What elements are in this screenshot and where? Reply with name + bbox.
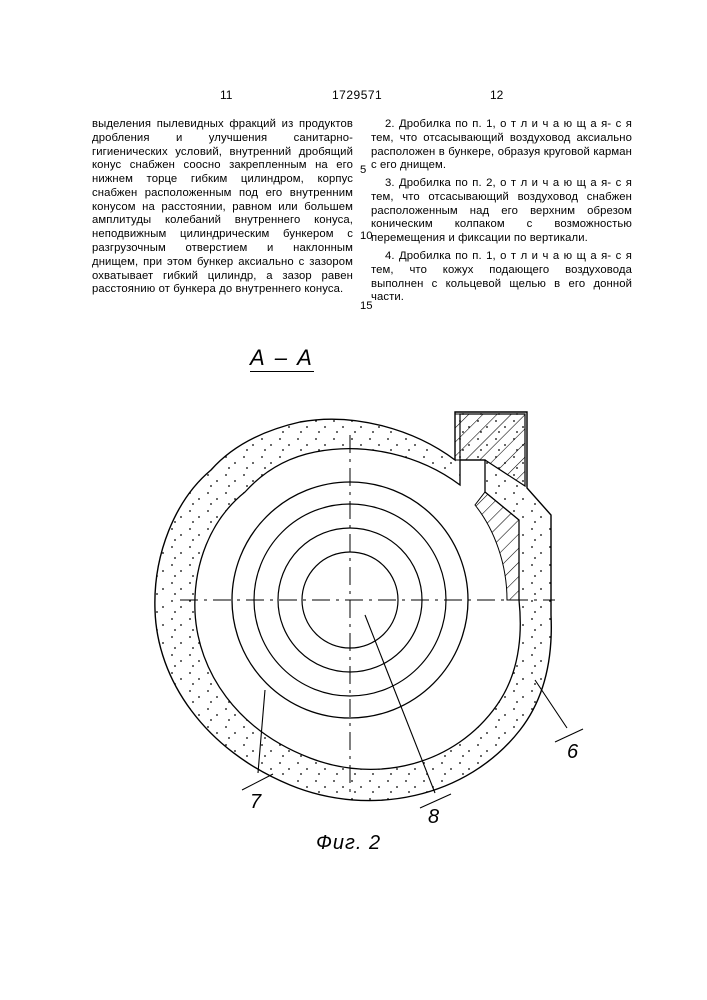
line-marker-10: 10 xyxy=(360,230,373,244)
page-number-left: 11 xyxy=(220,88,232,102)
outlet-left-wall-hatched xyxy=(455,414,460,460)
line-marker-15: 15 xyxy=(360,300,373,314)
line-marker-5: 5 xyxy=(360,164,366,178)
claim-2: 2. Дробилка по п. 1, о т л и ч а ю щ а я… xyxy=(371,118,632,173)
text-columns: выделения пылевидных фракций из продукто… xyxy=(92,118,632,309)
callout-7: 7 xyxy=(250,791,262,813)
figure-2: 7 8 6 xyxy=(115,400,595,825)
figure-svg: 7 8 6 xyxy=(115,400,595,825)
section-label: А – А xyxy=(250,345,314,371)
right-column: 2. Дробилка по п. 1, о т л и ч а ю щ а я… xyxy=(371,118,632,309)
left-column: выделения пылевидных фракций из продукто… xyxy=(92,118,353,309)
claim-4: 4. Дробилка по п. 1, о т л и ч а ю щ а я… xyxy=(371,250,632,305)
patent-number: 1729571 xyxy=(332,88,382,102)
section-rule-underline xyxy=(250,371,314,372)
callout-6: 6 xyxy=(567,741,579,763)
leader-6 xyxy=(535,680,567,728)
figure-caption: Фиг. 2 xyxy=(316,832,381,855)
page-number-right: 12 xyxy=(490,88,503,102)
callout-8: 8 xyxy=(428,806,439,825)
left-col-paragraph: выделения пылевидных фракций из продукто… xyxy=(92,118,353,297)
claim-3: 3. Дробилка по п. 2, о т л и ч а ю щ а я… xyxy=(371,177,632,246)
